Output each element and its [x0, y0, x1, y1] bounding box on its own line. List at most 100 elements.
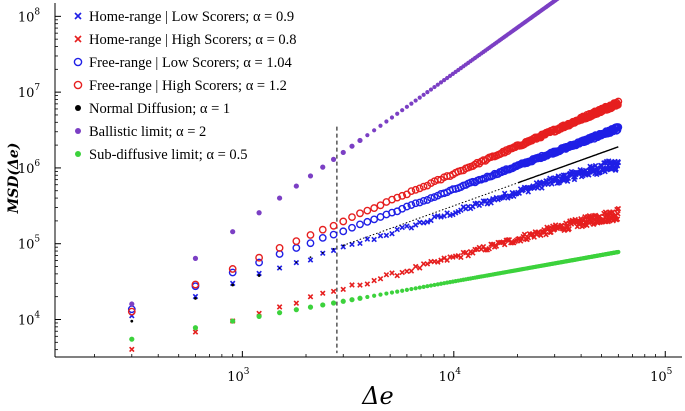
data-point: [339, 217, 348, 226]
data-point: [415, 184, 424, 193]
data-point: [318, 233, 327, 242]
data-point: [584, 222, 590, 229]
series-6: [129, 249, 621, 342]
data-point: [393, 193, 402, 202]
data-point: [292, 237, 301, 246]
data-point: [394, 272, 400, 279]
legend-entry: Free-range | Low Scorers; α = 1.04: [73, 55, 292, 71]
data-point: [357, 282, 363, 288]
data-point: [428, 87, 434, 92]
data-point: [356, 209, 364, 218]
data-point: [616, 249, 621, 255]
data-point: [357, 295, 363, 301]
data-point: [435, 282, 440, 287]
legend-label: Home-range | High Scorers; α = 0.8: [89, 32, 297, 48]
data-point: [425, 284, 430, 289]
data-point: [307, 304, 314, 310]
data-point: [417, 285, 422, 290]
data-point: [192, 329, 199, 335]
data-point: [432, 282, 437, 288]
data-point: [130, 319, 134, 323]
data-point: [330, 300, 337, 306]
data-point: [470, 250, 476, 256]
data-point: [275, 244, 284, 252]
data-point: [400, 108, 405, 113]
data-point: [191, 280, 200, 289]
x-tick-label: 105: [650, 367, 673, 385]
data-point: [192, 293, 199, 300]
data-point: [318, 225, 327, 234]
legend-label: Sub-diffusive limit; α = 0.5: [89, 147, 248, 163]
y-axis-title: MSD(Δe): [6, 143, 22, 215]
data-point: [365, 133, 370, 138]
data-point: [349, 143, 355, 149]
data-point: [613, 166, 619, 172]
data-point: [411, 199, 420, 208]
data-point: [255, 253, 263, 262]
data-point: [230, 318, 236, 324]
data-point: [525, 189, 532, 195]
data-point: [400, 288, 405, 293]
data-point: [370, 215, 379, 224]
data-point: [364, 236, 371, 242]
data-point: [435, 259, 441, 265]
data-point: [74, 35, 82, 43]
data-point: [465, 252, 471, 259]
data-point: [340, 149, 346, 156]
data-point: [306, 231, 315, 239]
data-point: [307, 173, 314, 179]
data-point: [276, 304, 283, 310]
data-point: [413, 286, 418, 291]
data-point: [377, 276, 384, 282]
data-point: [432, 84, 437, 90]
x-axis-title: Δe: [361, 382, 394, 410]
data-point: [192, 255, 199, 261]
data-point: [357, 240, 363, 247]
data-point: [586, 172, 592, 178]
data-point: [614, 216, 621, 222]
data-point: [420, 220, 427, 226]
data-point: [614, 123, 623, 132]
data-point: [413, 98, 418, 103]
data-point: [399, 269, 405, 276]
data-point: [229, 280, 236, 287]
data-point: [411, 185, 420, 194]
series-4: [130, 146, 619, 323]
data-point: [471, 160, 479, 169]
data-point: [425, 90, 430, 95]
legend-label: Normal Diffusion; α = 1: [89, 101, 230, 117]
data-point: [543, 231, 549, 238]
data-point: [383, 232, 390, 239]
data-point: [129, 301, 135, 307]
y-tick-label: 106: [18, 159, 41, 177]
data-point: [319, 290, 326, 296]
data-point: [127, 307, 136, 316]
data-point: [389, 230, 395, 237]
data-point: [349, 282, 355, 288]
legend-entry: Normal Diffusion; α = 1: [75, 101, 230, 117]
data-point: [320, 302, 326, 308]
data-point: [486, 245, 492, 252]
data-point: [356, 220, 364, 229]
data-point: [330, 156, 337, 162]
data-point: [421, 92, 426, 97]
legend-label: Free-range | High Scorers; α = 1.2: [89, 78, 287, 94]
data-point: [615, 159, 622, 166]
data-point: [278, 267, 281, 270]
data-point: [538, 232, 544, 239]
data-point: [442, 78, 447, 83]
data-point: [129, 346, 135, 353]
data-point: [424, 219, 431, 225]
data-point: [320, 164, 326, 170]
data-point: [448, 185, 457, 194]
data-point: [194, 296, 197, 300]
series-layer: [127, 0, 623, 353]
data-point: [384, 119, 389, 124]
data-point: [75, 128, 81, 134]
data-point: [329, 221, 338, 230]
data-point: [293, 300, 300, 306]
data-point: [614, 97, 623, 106]
data-point: [438, 80, 444, 85]
data-point: [424, 261, 431, 267]
data-point: [398, 191, 407, 200]
